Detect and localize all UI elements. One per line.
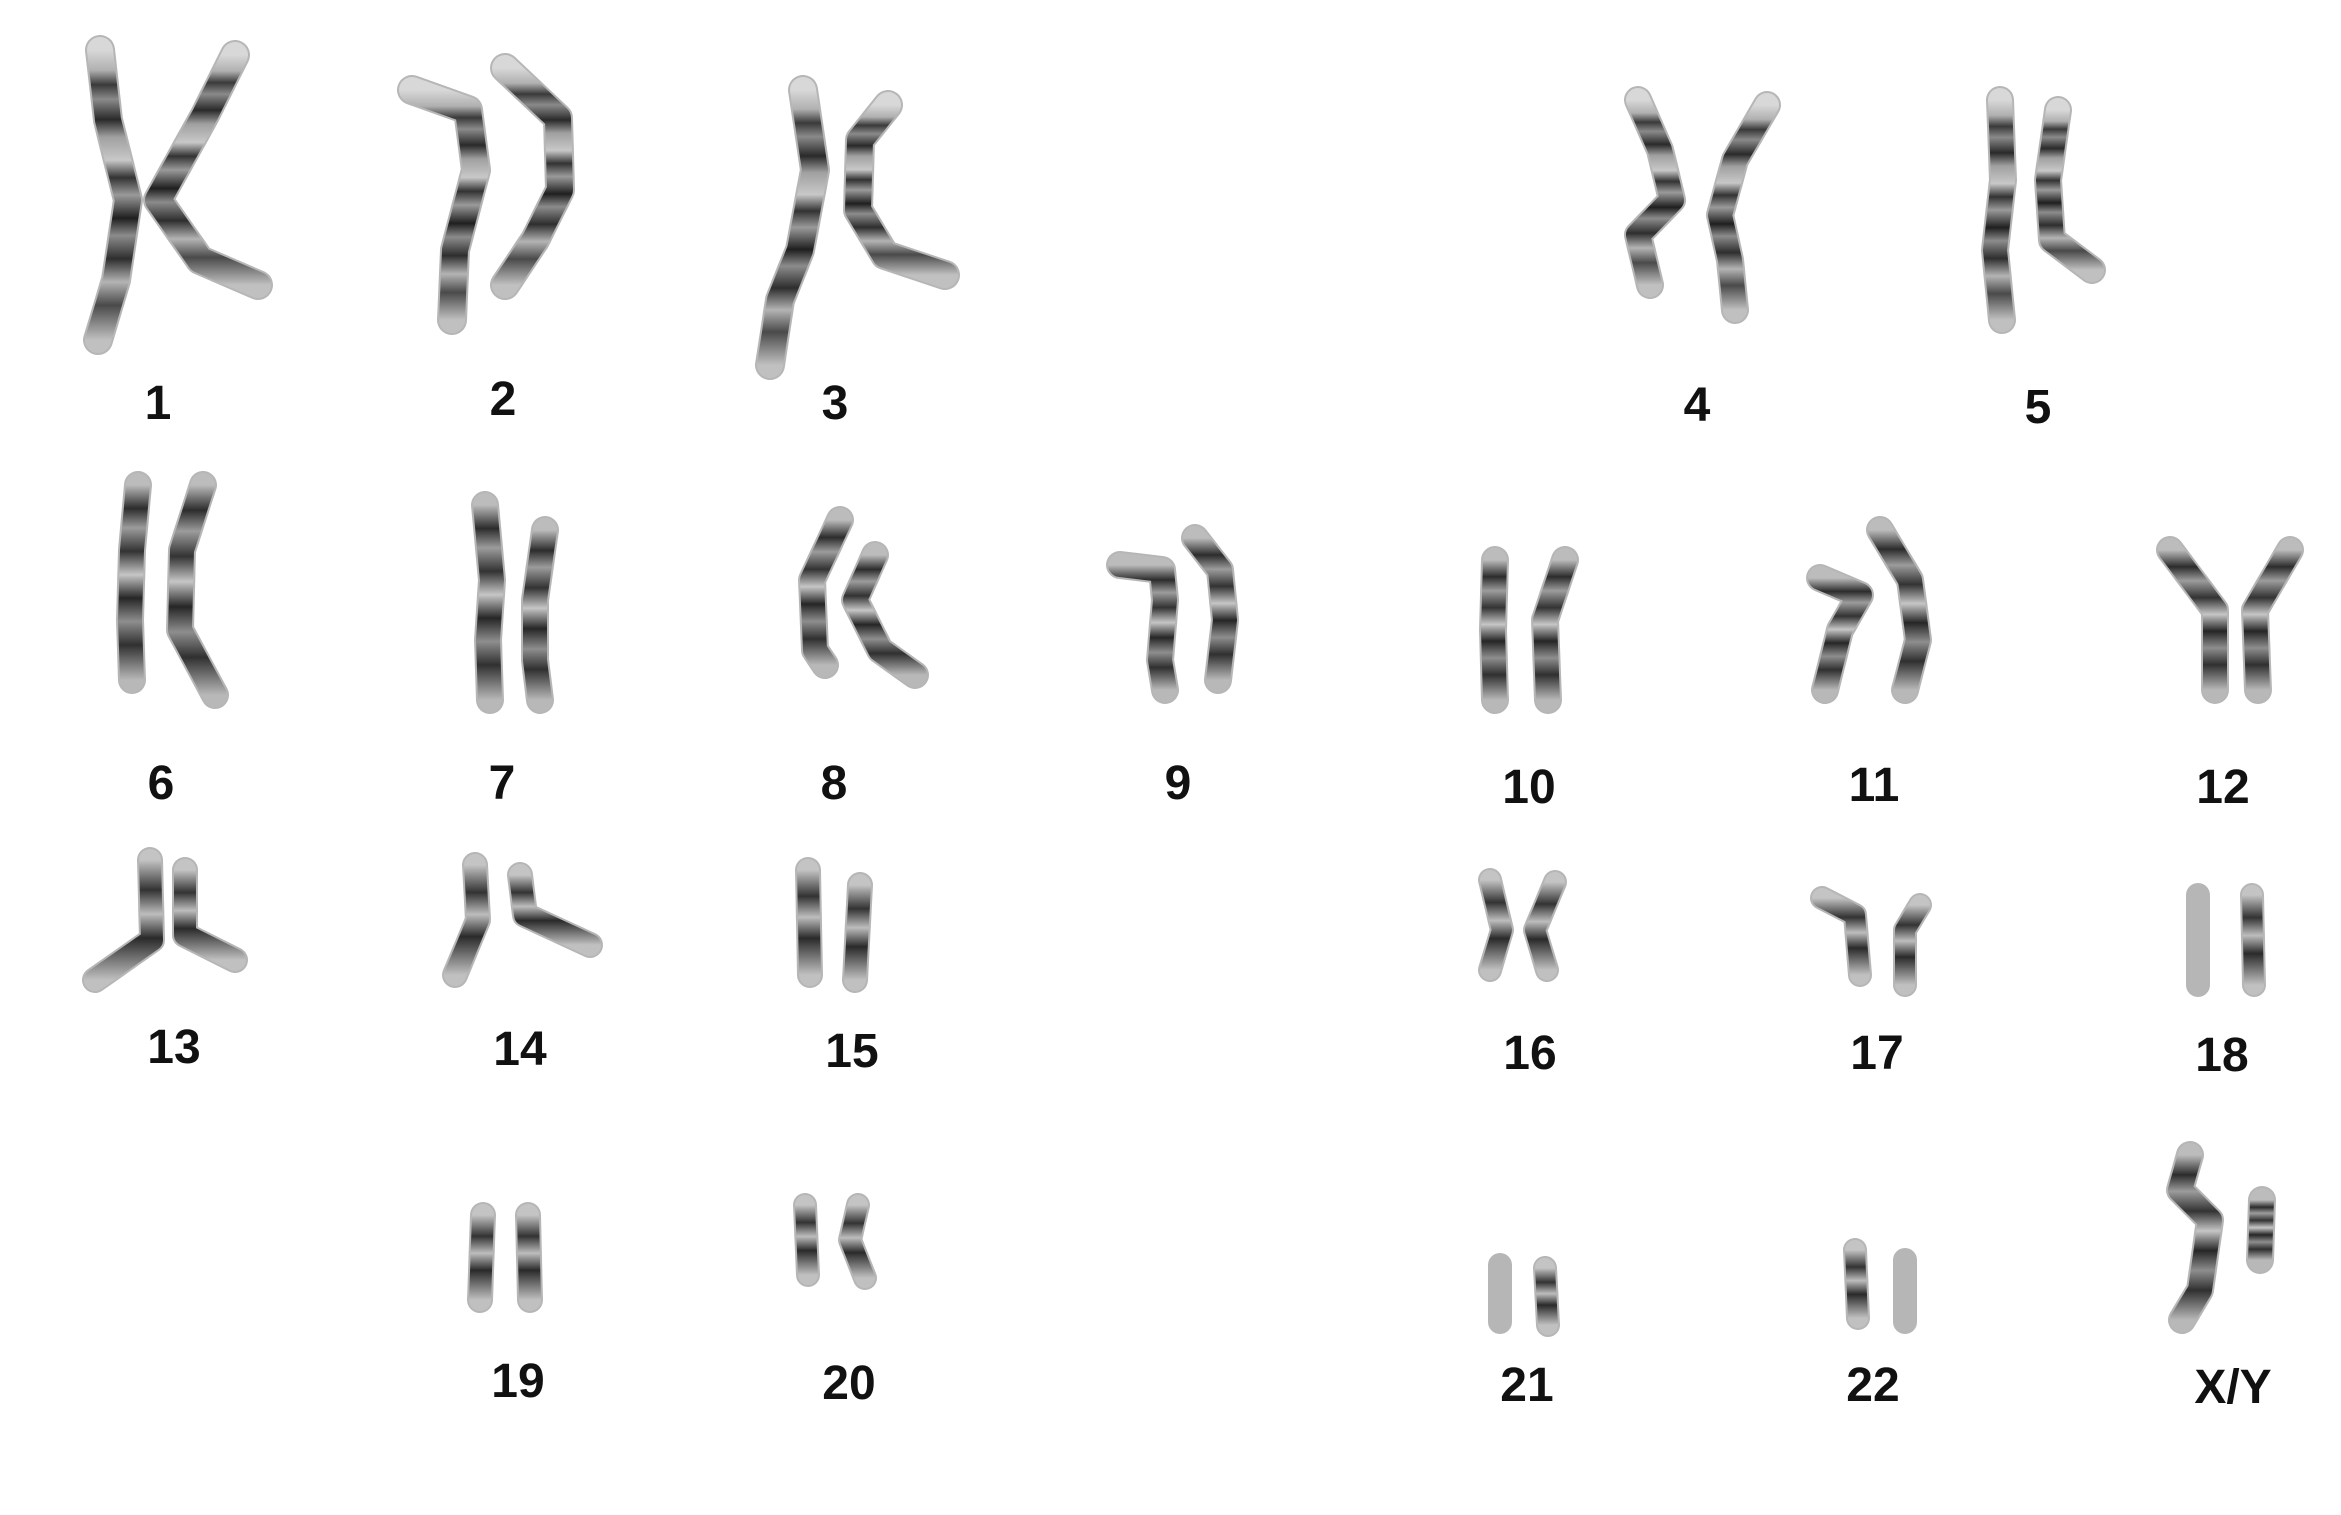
chromosome-pair-17	[1810, 886, 1932, 997]
chromosome-label-10: 10	[1502, 761, 1556, 814]
chromosome-6-right	[168, 473, 227, 707]
chromosome-20-left	[795, 1195, 818, 1285]
chromosome-3-left	[757, 77, 828, 378]
chromosome-pair-2	[397, 53, 575, 335]
chromosome-6-left	[118, 473, 150, 692]
chromosome-8-left	[800, 508, 852, 677]
chromosome-pair-19	[467, 1202, 543, 1313]
chromosome-5-left	[1983, 88, 2015, 332]
chromosome-17-left	[1812, 888, 1870, 985]
chromosome-label-4: 4	[1683, 379, 1711, 432]
chromosome-label-3: 3	[821, 377, 849, 430]
chromosome-8-right	[843, 543, 927, 687]
chromosome-pair-16	[1478, 868, 1567, 982]
chromosome-4-left	[1626, 88, 1684, 297]
chromosome-7-right	[523, 518, 557, 712]
chromosome-pair-6	[116, 471, 229, 709]
chromosome-14-left	[444, 854, 489, 986]
chromosome-11-right	[1868, 518, 1930, 702]
chromosome-pair-11	[1806, 516, 1932, 704]
chromosome-pair-9	[1106, 524, 1239, 704]
chromosome-10-right	[1533, 548, 1577, 712]
chromosome-19-right	[517, 1204, 541, 1311]
chromosome-20-right	[840, 1195, 875, 1288]
chromosome-label-7: 7	[488, 757, 516, 810]
chromosome-9-left	[1108, 553, 1177, 702]
chromosome-pair-1	[83, 35, 273, 355]
chromosome-label-17: 17	[1850, 1027, 1904, 1080]
chromosome-9-right	[1183, 526, 1237, 692]
chromosome-label-18: 18	[2195, 1029, 2249, 1082]
chromosome-label-8: 8	[820, 757, 848, 810]
chromosome-16-left	[1480, 870, 1512, 980]
chromosome-pair-13	[82, 847, 248, 993]
chromosome-label-1: 1	[144, 377, 172, 430]
chromosome-pair-22	[1843, 1238, 1917, 1334]
chromosome-pair-8	[798, 506, 929, 689]
chromosome-1-right	[145, 42, 271, 298]
chromosome-12-left	[2158, 538, 2227, 702]
chromosome-pair-21	[1488, 1253, 1560, 1337]
chromosome-21-right	[1535, 1258, 1558, 1335]
chromosome-15-right	[844, 874, 871, 991]
chromosome-label-21: 21	[1500, 1359, 1554, 1412]
chromosome-label-13: 13	[147, 1021, 201, 1074]
chromosome-pair-10	[1479, 546, 1579, 714]
chromosome-label-14: 14	[493, 1023, 547, 1076]
chromosome-label-5: 5	[2024, 381, 2052, 434]
chromosome-13-left	[84, 849, 163, 991]
chromosome-pair-xy	[2166, 1141, 2276, 1334]
chromosome-pair-5	[1981, 86, 2106, 334]
chromosome-1-left	[85, 37, 141, 353]
chromosome-label-20: 20	[822, 1357, 876, 1410]
chromosome-16-right	[1525, 872, 1565, 980]
chromosome-5-right	[2036, 98, 2104, 282]
chromosome-pair-4	[1624, 86, 1781, 324]
chromosome-label-2: 2	[489, 373, 517, 426]
chromosome-label-15: 15	[825, 1025, 879, 1078]
chromosome-label-22: 22	[1846, 1359, 1900, 1412]
chromosome-2-right	[492, 55, 573, 298]
chromosome-4-right	[1708, 93, 1779, 322]
chromosome-label-6: 6	[147, 757, 175, 810]
chromosome-pair-12	[2156, 536, 2304, 704]
chromosome-13-right	[174, 859, 246, 971]
chromosome-label-16: 16	[1503, 1027, 1557, 1080]
chromosome-11-left	[1808, 566, 1872, 702]
chromosome-label-19: 19	[491, 1355, 545, 1408]
chromosome-pair-15	[795, 857, 873, 993]
chromosome-pair-3	[755, 75, 960, 380]
chromosome-xy-left	[2168, 1143, 2222, 1332]
chromosome-pair-14	[442, 852, 603, 988]
chromosome-7-left	[473, 493, 504, 712]
chromosome-12-right	[2243, 538, 2302, 702]
chromosome-3-right	[845, 92, 958, 288]
chromosome-17-right	[1895, 895, 1930, 995]
chromosome-14-right	[509, 864, 601, 956]
chromosome-label-11: 11	[1848, 759, 1900, 812]
chromosome-label-xy: X/Y	[2194, 1361, 2272, 1414]
chromosome-10-left	[1481, 548, 1507, 712]
chromosome-15-left	[797, 859, 821, 986]
chromosome-18-right	[2242, 885, 2264, 995]
chromosome-2-left	[399, 77, 489, 333]
chromosome-pair-7	[471, 491, 559, 714]
chromosome-pair-20	[793, 1193, 877, 1290]
chromosome-22-left	[1845, 1240, 1868, 1328]
chromosome-pair-18	[2186, 883, 2266, 997]
chromosome-19-left	[469, 1204, 494, 1311]
chromosome-label-12: 12	[2196, 761, 2250, 814]
chromosome-xy-right	[2248, 1188, 2274, 1272]
chromosome-label-9: 9	[1164, 757, 1192, 810]
